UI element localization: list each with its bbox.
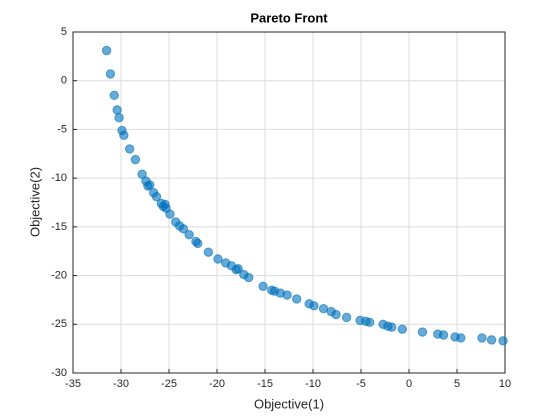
point (282, 290, 292, 300)
x-tick-label: -5 (356, 378, 366, 390)
point (243, 272, 254, 283)
point (318, 303, 329, 314)
point (417, 327, 428, 337)
point (101, 45, 112, 56)
x-tick-label: -15 (257, 378, 273, 390)
y-tick-label: -25 (51, 318, 67, 330)
point (291, 294, 302, 304)
chart-title: Pareto Front (250, 10, 328, 25)
x-tick-label: -30 (113, 378, 129, 390)
point (151, 191, 162, 202)
point (130, 154, 141, 165)
point (165, 209, 175, 219)
x-tick-label: -10 (305, 378, 321, 390)
point (119, 130, 129, 140)
point (477, 333, 487, 343)
point (114, 113, 124, 123)
point (397, 324, 407, 334)
y-tick-label: -30 (51, 367, 67, 379)
point (309, 301, 319, 311)
point (331, 309, 341, 320)
point (258, 281, 268, 291)
y-axis-label: Objective(2) (27, 167, 42, 237)
y-tick-label: -10 (51, 172, 67, 184)
point (178, 224, 189, 234)
point (341, 312, 352, 323)
x-axis-label: Objective(1) (254, 396, 324, 411)
point (498, 336, 508, 346)
point (124, 144, 135, 154)
x-tick-label: -20 (209, 378, 225, 390)
y-tick-label: 0 (61, 75, 67, 87)
axes-box (72, 31, 506, 374)
point (112, 105, 122, 115)
x-tick-label: -35 (65, 378, 81, 390)
y-tick-label: -15 (51, 221, 67, 233)
point (233, 264, 243, 274)
point (387, 322, 397, 332)
y-tick-label: 5 (61, 26, 67, 38)
point (203, 247, 214, 257)
point (486, 335, 497, 345)
point (193, 238, 203, 249)
x-tick-label: 5 (454, 378, 460, 390)
y-tick-label: -20 (51, 269, 67, 281)
point (438, 330, 449, 340)
point (184, 229, 194, 240)
y-tick-label: -5 (57, 123, 67, 135)
x-tick-label: -25 (161, 378, 177, 390)
point (145, 180, 155, 190)
point (213, 254, 223, 264)
point (109, 90, 119, 101)
point (364, 317, 375, 328)
x-tick-label: 0 (406, 378, 412, 390)
point (456, 333, 466, 343)
x-tick-label: 10 (499, 378, 511, 390)
point (105, 69, 116, 79)
